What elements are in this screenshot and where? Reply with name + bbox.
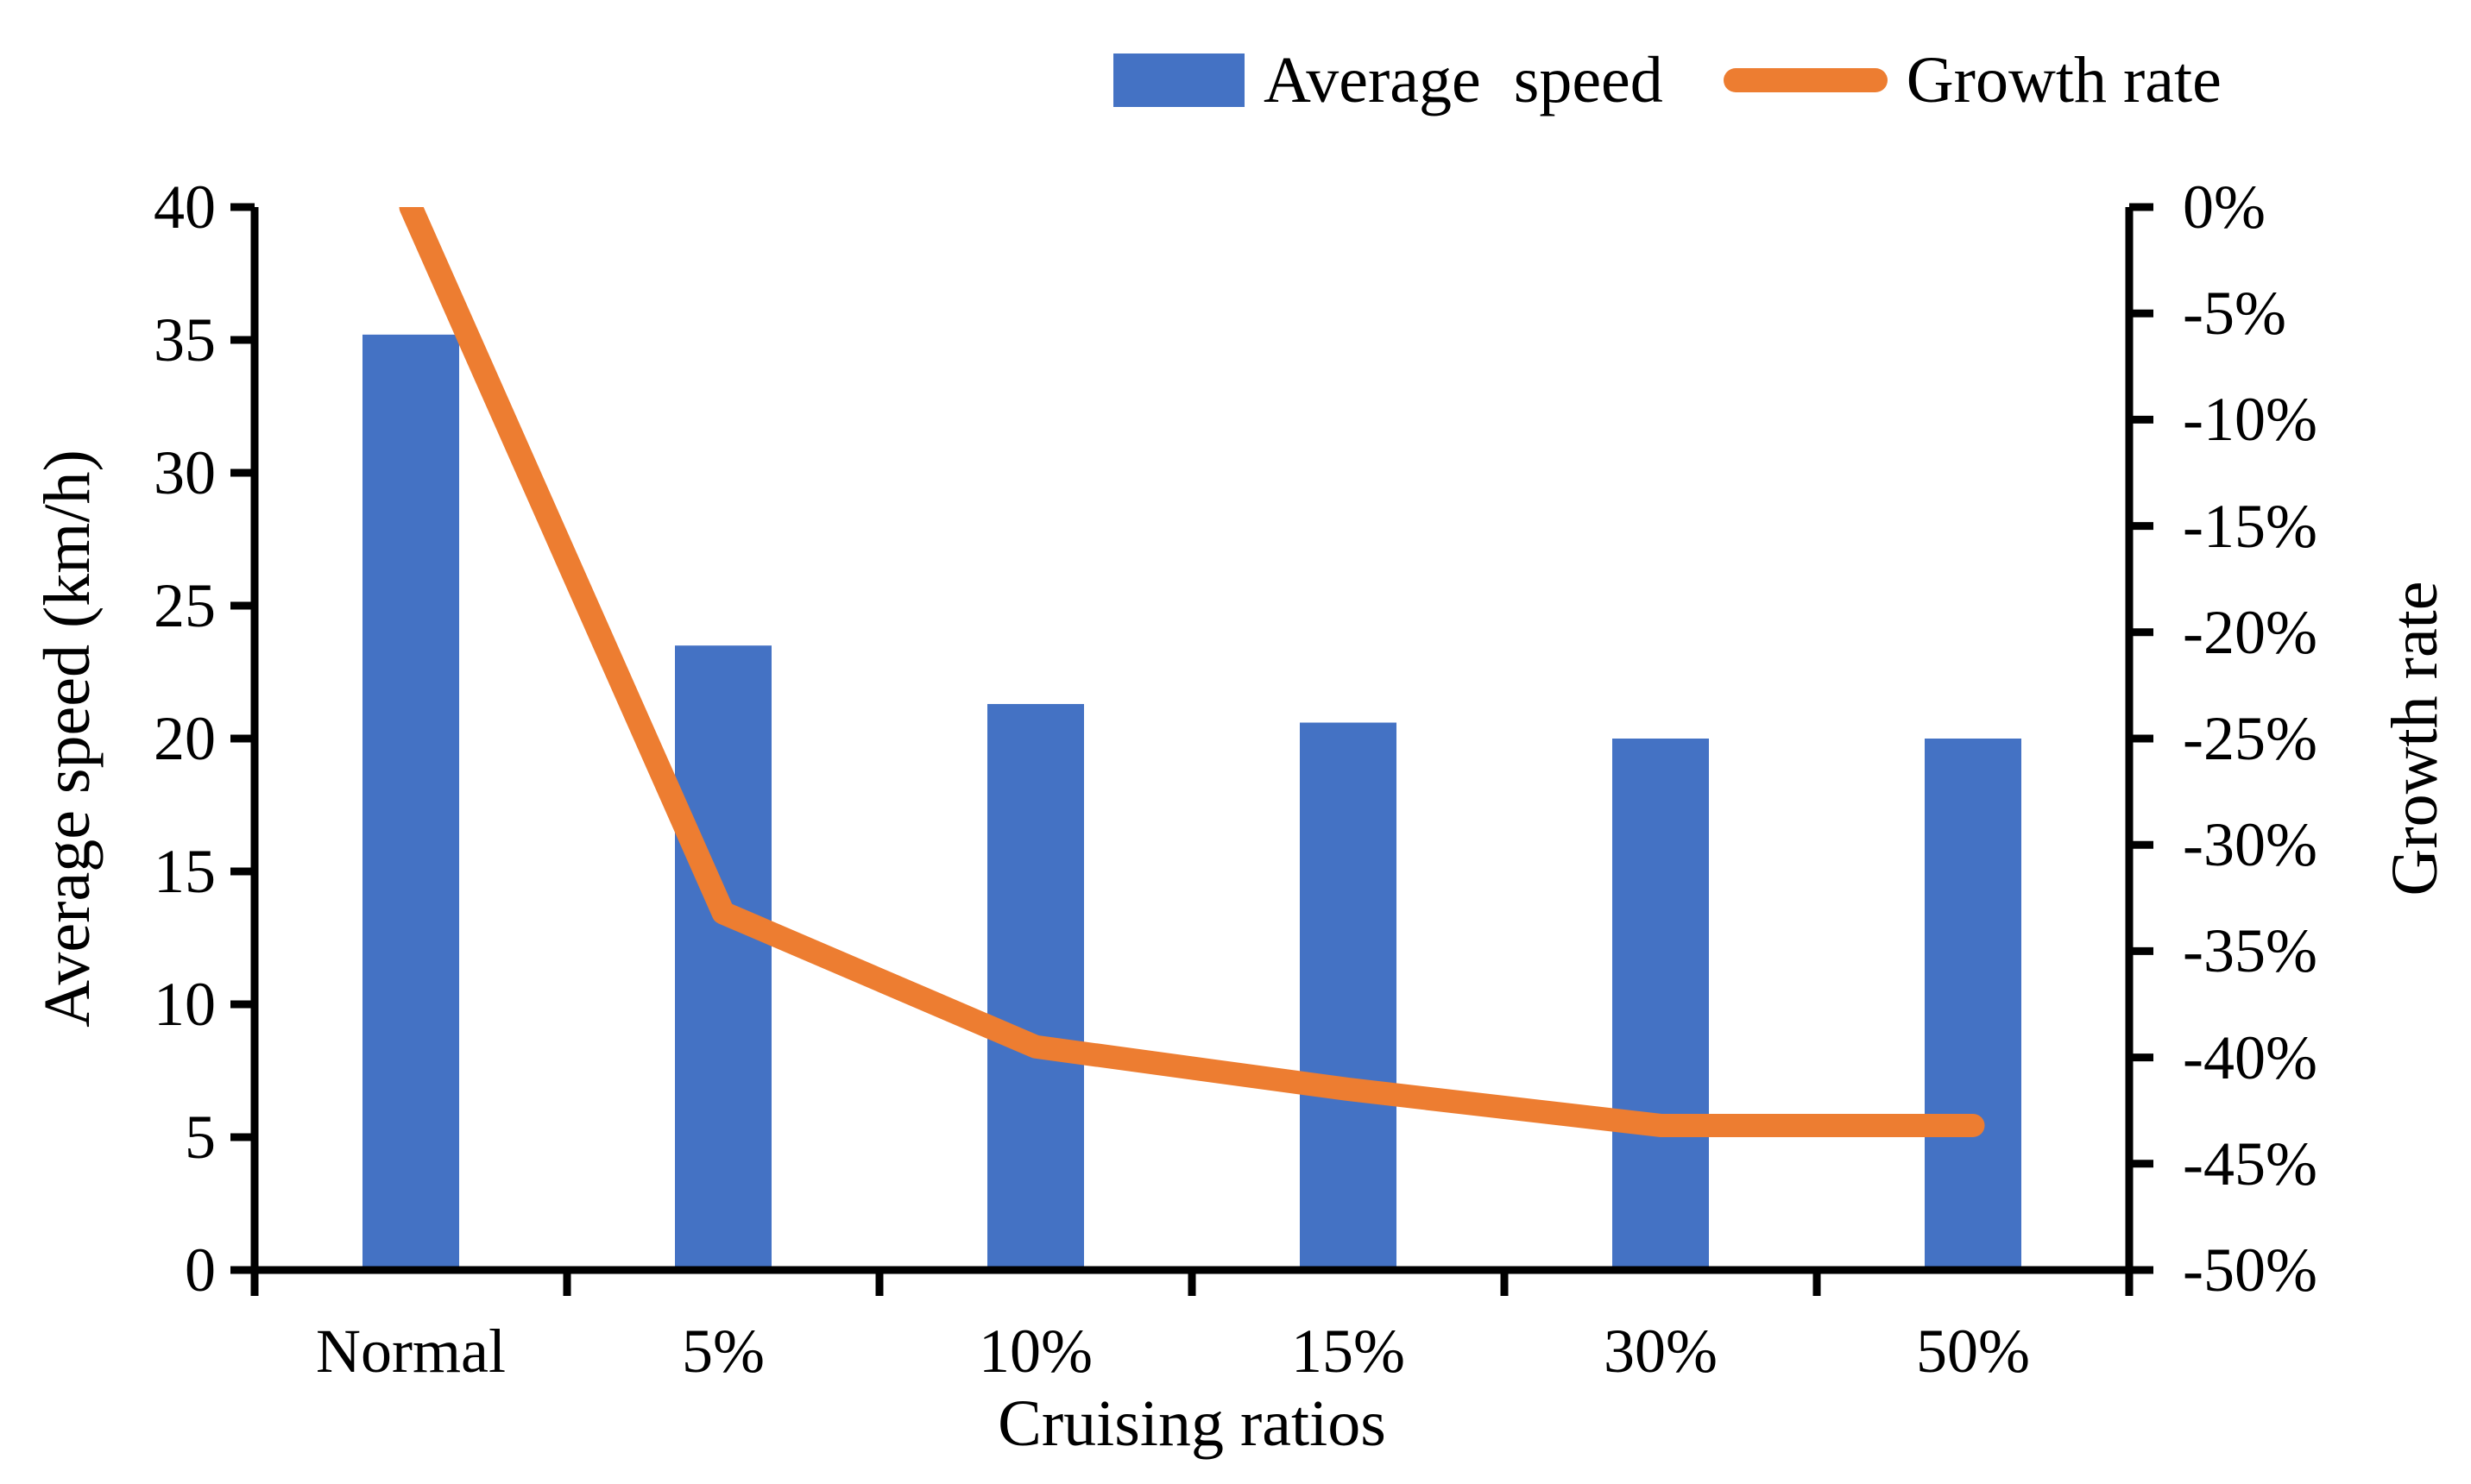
bar-10%[interactable] xyxy=(987,703,1084,1270)
bar-30%[interactable] xyxy=(1612,739,1709,1270)
line-swatch-icon xyxy=(1723,68,1888,92)
right-axis-title: Growth rate xyxy=(2379,581,2451,896)
legend-item-average-speed[interactable]: Average speed xyxy=(1113,47,1663,113)
left-axis-tick-label: 15 xyxy=(154,837,216,906)
left-axis-tick-label: 0 xyxy=(185,1236,216,1305)
x-axis-category-label: 5% xyxy=(682,1317,765,1386)
x-axis-category-label: 50% xyxy=(1916,1317,2030,1386)
x-axis-category-label: 30% xyxy=(1604,1317,1718,1386)
left-axis-tick-label: 35 xyxy=(154,305,216,374)
right-axis-tick-label: -20% xyxy=(2183,597,2317,667)
right-axis-tick-label: -10% xyxy=(2183,385,2317,455)
right-axis-tick-label: -35% xyxy=(2183,916,2317,986)
bar-swatch-icon xyxy=(1113,53,1245,107)
left-axis-tick-label: 10 xyxy=(154,970,216,1039)
right-axis-tick-label: -45% xyxy=(2183,1129,2317,1198)
left-axis-title: Average speed (km/h) xyxy=(31,450,104,1028)
right-axis-tick-label: -30% xyxy=(2183,810,2317,880)
legend-label-growth-rate: Growth rate xyxy=(1906,44,2222,116)
x-axis-title: Cruising ratios xyxy=(998,1387,1386,1460)
bar-5%[interactable] xyxy=(675,645,772,1270)
legend-label-average-speed: Average speed xyxy=(1264,44,1663,116)
right-axis-tick-label: -40% xyxy=(2183,1022,2317,1092)
bar-Normal[interactable] xyxy=(362,334,459,1271)
left-axis-tick-label: 25 xyxy=(154,571,216,640)
legend-item-growth-rate[interactable]: Growth rate xyxy=(1723,44,2222,116)
right-axis-tick-label: -15% xyxy=(2183,491,2317,561)
x-axis-category-label: 15% xyxy=(1291,1317,1405,1386)
left-axis-tick-label: 40 xyxy=(154,173,216,242)
left-axis-tick-label: 20 xyxy=(154,704,216,773)
right-axis-tick-label: 0% xyxy=(2183,173,2266,242)
legend: Average speed Growth rate xyxy=(1113,47,2222,113)
x-axis-category-label: Normal xyxy=(316,1317,506,1386)
growth-rate-line[interactable] xyxy=(399,207,1985,1137)
bar-50%[interactable] xyxy=(1925,739,2021,1270)
left-axis-tick-label: 5 xyxy=(185,1103,216,1172)
left-axis-tick-label: 30 xyxy=(154,438,216,507)
x-axis-category-label: 10% xyxy=(979,1317,1093,1386)
right-axis-tick-label: -50% xyxy=(2183,1236,2317,1305)
bar-15%[interactable] xyxy=(1300,722,1396,1270)
right-axis-tick-label: -25% xyxy=(2183,704,2317,773)
right-axis-tick-label: -5% xyxy=(2183,279,2286,349)
